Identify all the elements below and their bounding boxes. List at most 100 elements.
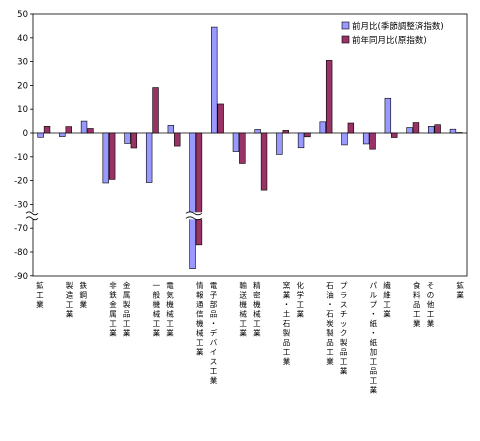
category-label: デ <box>210 328 218 338</box>
category-label: 加 <box>370 347 378 357</box>
bar-yoy <box>43 126 51 134</box>
category-label: 食 <box>413 280 421 290</box>
axis-break-mark <box>25 216 39 221</box>
axis-break-mark <box>25 211 39 216</box>
category-label: 造 <box>66 290 74 300</box>
category-label: 工 <box>66 300 74 309</box>
category-label: 鉱 <box>456 280 464 290</box>
bar-yoy <box>325 60 333 134</box>
category-label: 精 <box>253 280 261 290</box>
category-label: イ <box>210 348 218 357</box>
bar-mom <box>124 132 131 144</box>
category-label: 品 <box>210 310 218 319</box>
bar-yoy <box>87 128 94 134</box>
bar-mom <box>37 132 44 138</box>
y-tick-label: -20 <box>14 177 28 187</box>
legend-swatch-yoy <box>341 35 350 44</box>
category-label: 工 <box>297 300 305 309</box>
category-label: ス <box>340 300 348 309</box>
bar-yoy <box>174 132 181 147</box>
category-label: 石 <box>326 281 334 290</box>
category-label: 般 <box>153 290 161 300</box>
category-label: 業 <box>123 328 131 338</box>
y-tick-label: 0 <box>23 129 28 139</box>
legend-swatch-mom <box>341 21 350 30</box>
category-label: 工 <box>340 357 348 366</box>
category-label: 業 <box>153 328 161 338</box>
bar-mom <box>341 132 348 146</box>
category-label: 維 <box>383 290 391 300</box>
y-tick-label: 50 <box>17 10 28 20</box>
category-label: ラ <box>340 291 348 300</box>
bar-yoy <box>434 124 441 134</box>
category-label: 工 <box>109 319 117 328</box>
y-tick-label: 40 <box>17 34 28 44</box>
bar-break-mark <box>185 211 203 216</box>
category-label: 石 <box>326 310 334 319</box>
y-tick-label: -10 <box>14 153 28 163</box>
bar-mom <box>189 132 196 269</box>
category-label: ル <box>370 291 378 300</box>
category-label: 工 <box>427 310 435 319</box>
category-label: 工 <box>283 348 291 357</box>
legend-label-mom: 前月比(季節調整済指数) <box>352 21 444 32</box>
category-label: 金 <box>109 299 117 309</box>
category-label: 工 <box>370 357 378 366</box>
category-label: 非 <box>109 280 117 290</box>
category-label: 料 <box>413 290 421 300</box>
bar-mom <box>59 132 66 137</box>
category-label: ・ <box>210 319 218 328</box>
category-label: 情 <box>196 280 204 290</box>
category-label: 鉄 <box>80 280 88 290</box>
category-label: 品 <box>123 310 131 319</box>
category-label: 紙 <box>370 318 378 328</box>
category-label: そ <box>427 281 435 290</box>
category-label: 繊 <box>383 280 391 290</box>
bar-yoy <box>108 132 116 180</box>
bar-mom <box>362 132 370 145</box>
category-label: 品 <box>340 348 348 357</box>
bar-mom <box>297 132 305 149</box>
y-tick-label: -80 <box>14 248 28 258</box>
category-label: 化 <box>297 280 305 290</box>
category-label: 炭 <box>326 319 334 328</box>
plot-area <box>32 13 468 277</box>
category-label: 業 <box>326 356 334 366</box>
bar-yoy <box>456 132 463 134</box>
category-label: 工 <box>153 319 161 328</box>
category-label: 業 <box>66 309 74 319</box>
bar-mom <box>167 125 175 134</box>
bar-mom <box>384 97 392 134</box>
category-label: 電 <box>210 281 218 290</box>
category-label: プ <box>370 300 378 309</box>
category-label: 工 <box>239 319 247 328</box>
category-label: 業 <box>456 290 464 300</box>
bar-yoy <box>152 87 159 134</box>
bar-yoy <box>282 130 289 134</box>
category-label: 械 <box>196 328 204 338</box>
bar-mom <box>80 120 88 134</box>
category-label: 工 <box>326 348 334 357</box>
category-label: 窯 <box>283 280 291 290</box>
category-label: 製 <box>340 337 348 347</box>
bar-mom <box>102 132 109 184</box>
category-label: 品 <box>370 367 378 376</box>
category-label: 品 <box>326 338 334 347</box>
category-label: 業 <box>413 318 421 328</box>
bar-mom <box>276 132 283 155</box>
bar-yoy <box>195 132 203 246</box>
category-label: 石 <box>283 319 291 328</box>
category-label: 鋼 <box>80 290 88 300</box>
bar-mom <box>232 132 240 152</box>
category-label: 製 <box>66 280 74 290</box>
category-label: パ <box>370 281 378 290</box>
bar-mom <box>449 128 457 134</box>
category-label: 業 <box>383 309 391 319</box>
category-label: ・ <box>283 300 291 309</box>
y-tick-label: 10 <box>17 105 28 115</box>
bar-mom <box>406 127 413 134</box>
category-label: 品 <box>413 300 421 309</box>
category-label: 業 <box>370 385 378 395</box>
bar-yoy <box>412 122 420 134</box>
